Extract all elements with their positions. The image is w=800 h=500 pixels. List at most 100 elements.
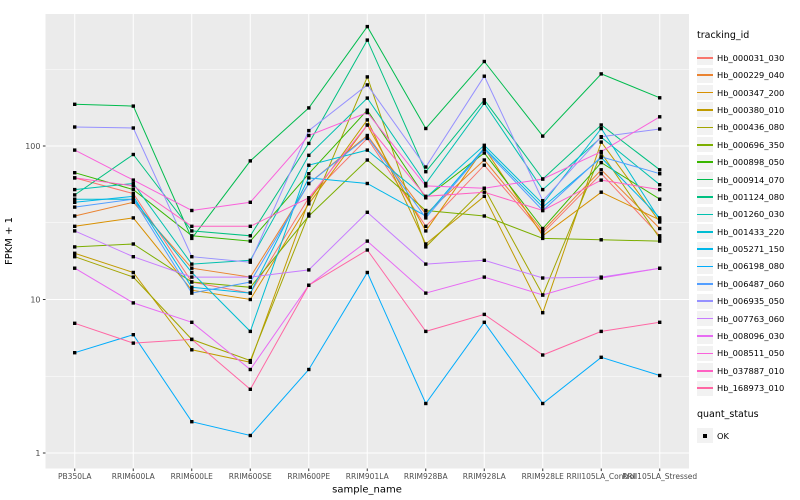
data-point-Hb_001260_030 — [424, 181, 428, 186]
data-point-Hb_000380_010 — [365, 118, 369, 122]
legend-label: Hb_000229_040 — [717, 70, 785, 81]
data-point-Hb_000347_200 — [131, 216, 135, 220]
data-point-Hb_001124_080 — [424, 170, 428, 174]
legend-title: tracking_id — [697, 30, 750, 41]
x-axis-title: sample_name — [332, 485, 402, 496]
x-tick-label-RRIM928BA: RRIM928BA — [404, 472, 449, 481]
data-point-Hb_006935_050 — [248, 260, 252, 264]
data-point-Hb_000229_040 — [541, 229, 545, 233]
data-point-Hb_006487_060 — [131, 197, 135, 201]
data-point-Hb_168973_010 — [482, 312, 486, 317]
data-point-Hb_001260_030 — [482, 101, 486, 105]
data-point-Hb_001260_030 — [307, 153, 311, 157]
data-point-Hb_005271_150 — [190, 285, 194, 289]
data-point-Hb_168973_010 — [658, 320, 662, 324]
data-point-Hb_006935_050 — [307, 128, 311, 133]
data-point-Hb_000898_050 — [599, 160, 603, 165]
data-point-Hb_007763_060 — [541, 276, 545, 280]
data-point-Hb_000914_070 — [541, 134, 545, 138]
data-point-Hb_000031_030 — [482, 163, 486, 167]
data-point-Hb_168973_010 — [307, 283, 311, 287]
legend-label: Hb_007763_060 — [717, 313, 785, 324]
data-point-Hb_000914_070 — [658, 96, 662, 100]
x-tick-label-RRII105LA_Stressed: RRII105LA_Stressed — [622, 472, 697, 481]
line-swatch-icon — [697, 137, 713, 153]
data-point-Hb_000229_040 — [482, 158, 486, 162]
data-point-Hb_008511_050 — [365, 110, 369, 115]
data-point-Hb_000229_040 — [131, 200, 135, 204]
x-tick-label-RRIM600LE: RRIM600LE — [171, 472, 214, 481]
data-point-Hb_000898_050 — [307, 172, 311, 176]
data-point-Hb_000380_010 — [482, 194, 486, 198]
data-point-Hb_037887_010 — [73, 176, 77, 180]
legend-label: Hb_000914_070 — [717, 174, 785, 185]
data-point-Hb_000696_350 — [599, 238, 603, 242]
data-point-Hb_000436_080 — [365, 75, 369, 79]
data-point-Hb_000031_030 — [658, 234, 662, 238]
data-point-Hb_000436_080 — [131, 275, 135, 279]
x-tick-label-PB350LA: PB350LA — [58, 472, 92, 481]
data-point-Hb_006198_080 — [658, 373, 662, 378]
data-point-Hb_000436_080 — [73, 255, 77, 259]
line-swatch-icon — [697, 363, 713, 379]
legend-label: Hb_168973_010 — [717, 383, 785, 394]
y-tick-label-10: 10 — [30, 295, 40, 304]
legend-label: Hb_000031_030 — [717, 52, 785, 63]
data-point-Hb_000380_010 — [307, 199, 311, 203]
data-point-Hb_006198_080 — [424, 401, 428, 406]
data-point-Hb_037887_010 — [658, 187, 662, 192]
data-point-Hb_000696_350 — [131, 242, 135, 246]
data-point-Hb_000436_080 — [248, 358, 252, 363]
data-point-Hb_008511_050 — [424, 184, 428, 188]
data-point-Hb_006487_060 — [424, 216, 428, 220]
legend-label: Hb_000436_080 — [717, 122, 785, 133]
data-point-Hb_006935_050 — [365, 83, 369, 87]
data-point-Hb_168973_010 — [599, 329, 603, 334]
legend-label: Hb_000347_200 — [717, 87, 785, 98]
data-point-Hb_000914_070 — [424, 126, 428, 131]
data-point-Hb_037887_010 — [482, 190, 486, 194]
legend-item-Hb_000229_040: Hb_000229_040 — [697, 67, 800, 83]
data-point-Hb_007763_060 — [248, 275, 252, 279]
data-point-Hb_001124_080 — [599, 123, 603, 127]
data-point-Hb_005271_150 — [658, 216, 662, 220]
data-point-Hb_000347_200 — [599, 190, 603, 194]
legend-item-Hb_037887_010: Hb_037887_010 — [697, 363, 800, 379]
data-point-Hb_008096_030 — [248, 367, 252, 372]
x-tick-label-RRIM928LE: RRIM928LE — [522, 472, 565, 481]
legend2-title: quant_status — [697, 409, 759, 421]
x-tick-label-RRIM600SE: RRIM600SE — [229, 472, 272, 481]
data-point-Hb_001433_220 — [482, 143, 486, 147]
data-point-Hb_000380_010 — [541, 311, 545, 315]
y-tick-label-100: 100 — [25, 142, 40, 151]
data-point-Hb_037887_010 — [365, 123, 369, 127]
data-point-Hb_008096_030 — [658, 266, 662, 270]
legend-label: Hb_005271_150 — [717, 244, 785, 255]
data-point-Hb_000380_010 — [131, 270, 135, 275]
data-point-Hb_001260_030 — [248, 258, 252, 262]
line-swatch-icon — [697, 258, 713, 274]
data-point-Hb_001124_080 — [248, 234, 252, 238]
data-point-Hb_000380_010 — [599, 140, 603, 144]
data-point-Hb_001260_030 — [541, 187, 545, 192]
legend-label: Hb_006935_050 — [717, 296, 785, 307]
data-point-Hb_006198_080 — [482, 320, 486, 324]
data-point-Hb_000031_030 — [424, 224, 428, 228]
data-point-Hb_000031_030 — [131, 191, 135, 196]
legend-item-quant-status-ok: OK — [697, 428, 800, 444]
data-point-Hb_007763_060 — [73, 229, 77, 233]
legend-items: Hb_000031_030 Hb_000229_040 Hb_000347_200 H… — [697, 50, 800, 396]
x-tick-label-RRIM901LA: RRIM901LA — [346, 472, 390, 481]
data-point-Hb_006487_060 — [73, 205, 77, 209]
legend-label: Hb_001124_080 — [717, 191, 785, 202]
data-point-Hb_000696_350 — [190, 280, 194, 284]
legend-item-Hb_001433_220: Hb_001433_220 — [697, 224, 800, 240]
line-swatch-icon — [697, 189, 713, 205]
data-point-Hb_006487_060 — [599, 155, 603, 159]
data-point-Hb_037887_010 — [248, 224, 252, 228]
data-point-Hb_001433_220 — [190, 270, 194, 275]
data-point-Hb_001124_080 — [365, 38, 369, 42]
data-point-Hb_000229_040 — [599, 168, 603, 172]
data-point-Hb_000229_040 — [424, 212, 428, 216]
